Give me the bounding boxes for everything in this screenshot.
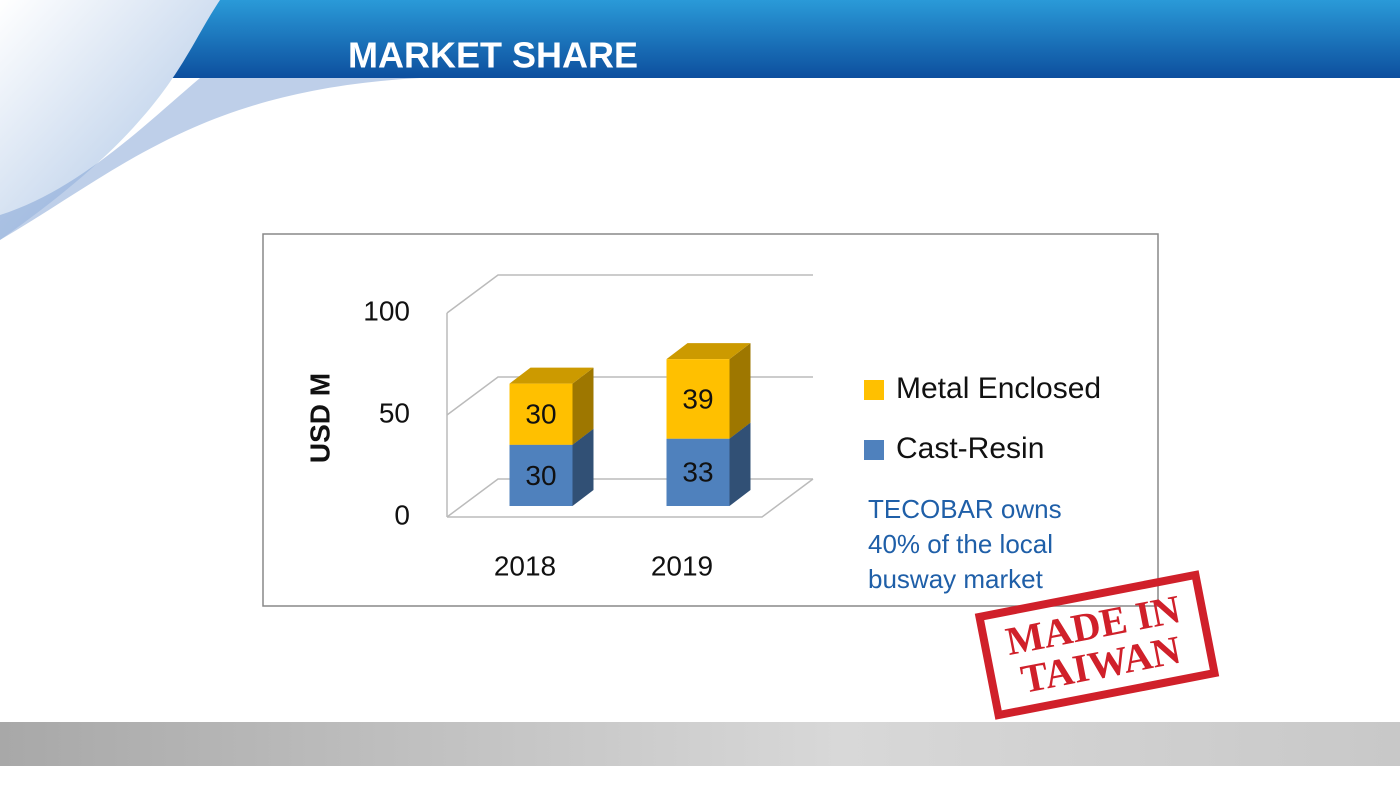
data-label: 30 <box>525 399 556 430</box>
legend-swatch <box>864 380 884 400</box>
y-tick-label: 100 <box>363 295 410 326</box>
annotation: TECOBAR owns 40% of the local busway mar… <box>868 494 1062 594</box>
legend-swatch <box>864 440 884 460</box>
annotation-line: busway market <box>868 564 1044 594</box>
y-tick-label: 0 <box>394 499 410 530</box>
grid-line <box>446 274 813 314</box>
legend-label: Metal Enclosed <box>896 372 1101 405</box>
bar <box>666 438 730 506</box>
data-label: 30 <box>525 460 556 491</box>
bar-side <box>729 343 751 439</box>
bar-side <box>572 367 594 445</box>
bar-side <box>572 428 594 506</box>
floor-edge <box>447 478 814 518</box>
bar <box>509 383 573 445</box>
legend-label: Cast-Resin <box>896 432 1044 465</box>
header-swoosh <box>0 0 220 240</box>
bar <box>666 359 730 439</box>
annotation-line: 40% of the local <box>868 529 1053 559</box>
header-band <box>0 0 1400 78</box>
annotation-line: TECOBAR owns <box>868 494 1062 524</box>
footer-band <box>0 722 1400 766</box>
slide-title: MARKET SHARE <box>348 35 638 76</box>
x-tick-label: 2019 <box>651 550 713 581</box>
y-tick-label: 50 <box>379 397 410 428</box>
chart: 0 50 100 USD M 2018 30 30 2019 33 39 Cast-Resin Met… <box>304 274 1101 581</box>
bar-top <box>666 343 751 360</box>
data-label: 39 <box>682 383 713 414</box>
y-axis-label: USD M <box>304 373 335 463</box>
bar-side <box>729 422 751 506</box>
stamp-border <box>974 570 1220 720</box>
bar <box>509 444 573 506</box>
bar-top <box>509 367 594 384</box>
data-label: 33 <box>682 457 713 488</box>
swoosh-shadow <box>0 78 420 240</box>
x-tick-label: 2018 <box>494 550 556 581</box>
